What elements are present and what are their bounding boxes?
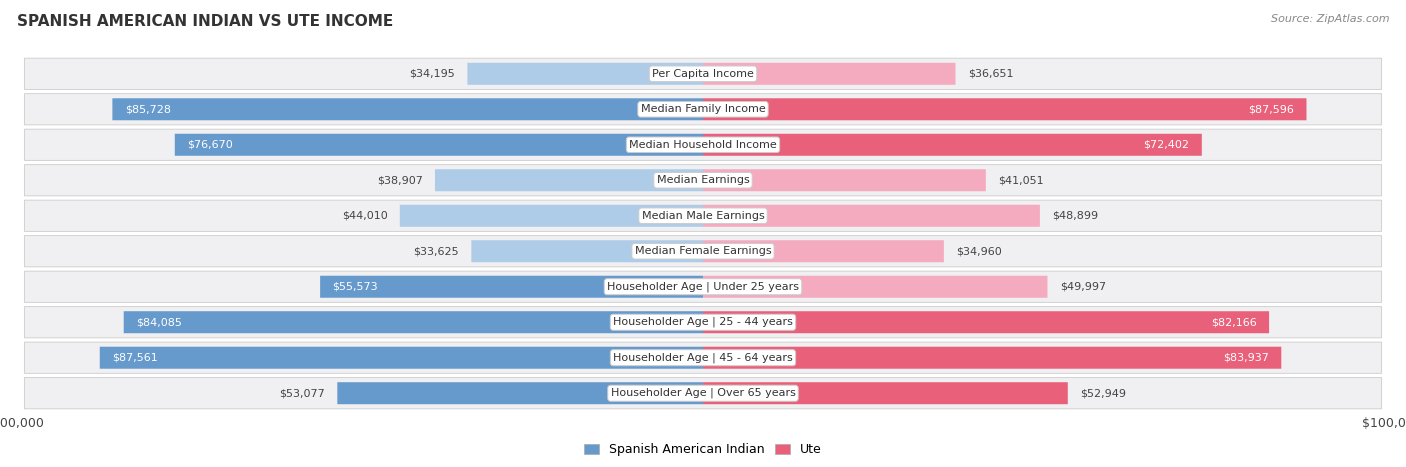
- Text: Median Male Earnings: Median Male Earnings: [641, 211, 765, 221]
- Text: SPANISH AMERICAN INDIAN VS UTE INCOME: SPANISH AMERICAN INDIAN VS UTE INCOME: [17, 14, 394, 29]
- FancyBboxPatch shape: [24, 200, 1382, 231]
- Text: $36,651: $36,651: [967, 69, 1014, 79]
- Text: Householder Age | Over 65 years: Householder Age | Over 65 years: [610, 388, 796, 398]
- Text: $84,085: $84,085: [136, 317, 181, 327]
- FancyBboxPatch shape: [703, 382, 1067, 404]
- FancyBboxPatch shape: [24, 342, 1382, 373]
- FancyBboxPatch shape: [703, 205, 1040, 227]
- Text: $34,960: $34,960: [956, 246, 1002, 256]
- FancyBboxPatch shape: [434, 169, 703, 191]
- FancyBboxPatch shape: [174, 134, 703, 156]
- FancyBboxPatch shape: [24, 129, 1382, 160]
- Text: $83,937: $83,937: [1223, 353, 1268, 363]
- FancyBboxPatch shape: [703, 240, 943, 262]
- FancyBboxPatch shape: [471, 240, 703, 262]
- FancyBboxPatch shape: [24, 58, 1382, 89]
- Text: $53,077: $53,077: [280, 388, 325, 398]
- FancyBboxPatch shape: [24, 271, 1382, 302]
- Text: $33,625: $33,625: [413, 246, 458, 256]
- FancyBboxPatch shape: [24, 94, 1382, 125]
- Text: Per Capita Income: Per Capita Income: [652, 69, 754, 79]
- FancyBboxPatch shape: [399, 205, 703, 227]
- Text: $87,561: $87,561: [112, 353, 157, 363]
- FancyBboxPatch shape: [24, 165, 1382, 196]
- Text: $52,949: $52,949: [1080, 388, 1126, 398]
- FancyBboxPatch shape: [321, 276, 703, 298]
- Text: Median Household Income: Median Household Income: [628, 140, 778, 150]
- Text: $85,728: $85,728: [125, 104, 170, 114]
- Text: $82,166: $82,166: [1211, 317, 1257, 327]
- Text: Householder Age | Under 25 years: Householder Age | Under 25 years: [607, 282, 799, 292]
- Text: $34,195: $34,195: [409, 69, 456, 79]
- FancyBboxPatch shape: [100, 347, 703, 369]
- Legend: Spanish American Indian, Ute: Spanish American Indian, Ute: [579, 439, 827, 461]
- Text: Median Female Earnings: Median Female Earnings: [634, 246, 772, 256]
- Text: $44,010: $44,010: [342, 211, 388, 221]
- Text: Source: ZipAtlas.com: Source: ZipAtlas.com: [1271, 14, 1389, 24]
- FancyBboxPatch shape: [703, 347, 1281, 369]
- Text: $55,573: $55,573: [333, 282, 378, 292]
- Text: $38,907: $38,907: [377, 175, 423, 185]
- Text: $72,402: $72,402: [1143, 140, 1189, 150]
- Text: Householder Age | 45 - 64 years: Householder Age | 45 - 64 years: [613, 353, 793, 363]
- Text: $41,051: $41,051: [998, 175, 1043, 185]
- FancyBboxPatch shape: [112, 98, 703, 120]
- FancyBboxPatch shape: [467, 63, 703, 85]
- Text: $87,596: $87,596: [1249, 104, 1294, 114]
- Text: Median Earnings: Median Earnings: [657, 175, 749, 185]
- Text: $48,899: $48,899: [1052, 211, 1098, 221]
- FancyBboxPatch shape: [24, 236, 1382, 267]
- FancyBboxPatch shape: [703, 276, 1047, 298]
- Text: Median Family Income: Median Family Income: [641, 104, 765, 114]
- FancyBboxPatch shape: [703, 169, 986, 191]
- FancyBboxPatch shape: [24, 378, 1382, 409]
- FancyBboxPatch shape: [703, 98, 1306, 120]
- Text: $76,670: $76,670: [187, 140, 233, 150]
- FancyBboxPatch shape: [703, 63, 956, 85]
- FancyBboxPatch shape: [703, 311, 1270, 333]
- FancyBboxPatch shape: [337, 382, 703, 404]
- FancyBboxPatch shape: [124, 311, 703, 333]
- Text: $49,997: $49,997: [1060, 282, 1107, 292]
- FancyBboxPatch shape: [703, 134, 1202, 156]
- FancyBboxPatch shape: [24, 307, 1382, 338]
- Text: Householder Age | 25 - 44 years: Householder Age | 25 - 44 years: [613, 317, 793, 327]
